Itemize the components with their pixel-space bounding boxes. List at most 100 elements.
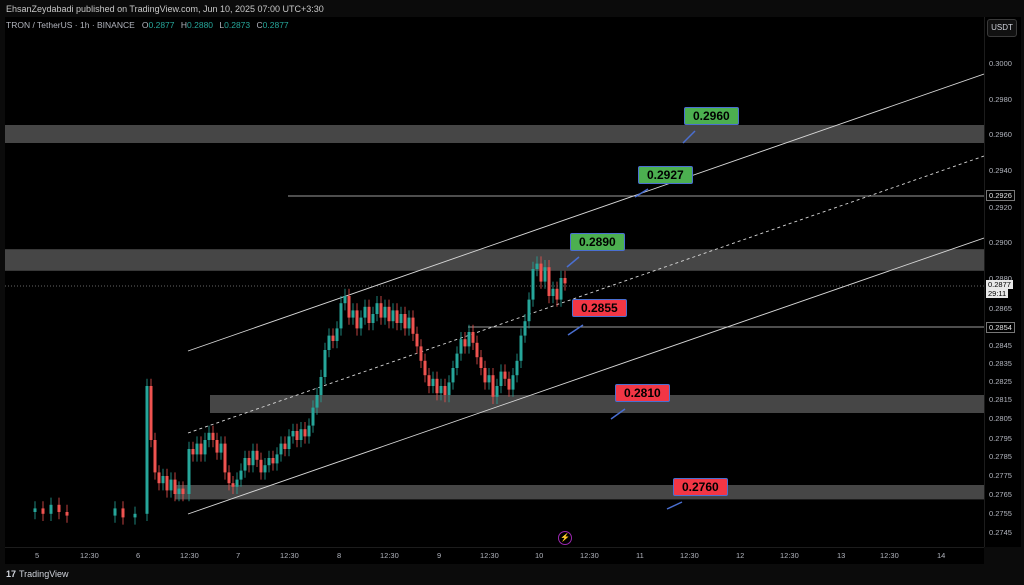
- time-axis[interactable]: [5, 547, 984, 564]
- time-tick: 12:30: [880, 551, 899, 560]
- candle-body: [479, 357, 483, 368]
- candle-body: [275, 454, 279, 464]
- callout-0.2890[interactable]: 0.2890: [570, 233, 625, 251]
- candle-body: [351, 310, 355, 318]
- candle-body: [251, 450, 255, 466]
- candle-body: [435, 378, 439, 394]
- price-tick: 0.2865: [989, 304, 1012, 313]
- candle-body: [459, 339, 463, 354]
- callout-0.2960[interactable]: 0.2960: [684, 107, 739, 125]
- candle-body: [33, 508, 37, 512]
- candle-body: [411, 317, 415, 334]
- candle-body: [191, 449, 195, 455]
- support-resistance-zone: [175, 485, 984, 500]
- candle-body: [359, 317, 363, 329]
- time-tick: 12:30: [780, 551, 799, 560]
- price-tick: 0.2960: [989, 130, 1012, 139]
- ohlc-high-value: 0.2880: [187, 20, 214, 30]
- candle-body: [145, 386, 149, 514]
- candle-body: [299, 429, 303, 440]
- candle-body: [271, 458, 275, 464]
- callout-0.2855[interactable]: 0.2855: [572, 299, 627, 317]
- candle-body: [543, 267, 547, 282]
- price-tick: 0.2755: [989, 509, 1012, 518]
- candle-body: [391, 310, 395, 322]
- candle-body: [157, 472, 161, 484]
- candle-body: [475, 342, 479, 358]
- candle-body: [431, 378, 435, 386]
- candle-body: [495, 386, 499, 397]
- candle-body: [471, 332, 475, 343]
- ohlc-low-label: L: [219, 20, 225, 30]
- tradingview-footer: 17 TradingView: [6, 569, 69, 579]
- candle-body: [219, 443, 223, 453]
- time-tick: 12:30: [580, 551, 599, 560]
- candle-body: [283, 443, 287, 449]
- candle-body: [169, 479, 173, 491]
- candle-body: [559, 278, 563, 300]
- candle-body: [207, 432, 211, 440]
- time-tick: 10: [535, 551, 544, 560]
- time-tick: 5: [35, 551, 40, 560]
- candle-body: [515, 360, 519, 376]
- candle-body: [403, 314, 407, 329]
- time-tick: 14: [937, 551, 946, 560]
- chart-pane[interactable]: [5, 17, 984, 547]
- symbol-legend[interactable]: TRON / TetherUS · 1h · BINANCE O0.2877 H…: [6, 20, 293, 30]
- candle-body: [507, 378, 511, 390]
- callout-pointer: [666, 501, 683, 510]
- candle-body: [291, 431, 295, 437]
- candle-body: [295, 431, 299, 440]
- low-level-price-tag: 0.2854: [986, 322, 1015, 333]
- candle-body: [239, 470, 243, 480]
- callout-0.2810[interactable]: 0.2810: [615, 384, 670, 402]
- candle-body: [215, 440, 219, 453]
- currency-button[interactable]: USDT: [987, 19, 1017, 37]
- support-resistance-zone: [5, 125, 984, 143]
- price-tick: 0.2795: [989, 434, 1012, 443]
- time-tick: 13: [837, 551, 846, 560]
- price-tick: 0.2745: [989, 528, 1012, 537]
- candle-body: [387, 306, 391, 322]
- candle-body: [379, 303, 383, 318]
- lightning-icon[interactable]: ⚡: [558, 531, 572, 545]
- time-tick: 11: [636, 551, 644, 560]
- ohlc-open-value: 0.2877: [148, 20, 175, 30]
- candle-body: [41, 508, 45, 514]
- callout-0.2927[interactable]: 0.2927: [638, 166, 693, 184]
- candle-body: [455, 353, 459, 368]
- callout-0.2760[interactable]: 0.2760: [673, 478, 728, 496]
- price-tick: 0.2775: [989, 471, 1012, 480]
- candle-body: [287, 436, 291, 449]
- price-chart[interactable]: [5, 17, 984, 547]
- candle-body: [327, 335, 331, 350]
- candle-body: [161, 476, 165, 484]
- time-tick: 12:30: [280, 551, 299, 560]
- time-tick: 12:30: [480, 551, 499, 560]
- candle-body: [547, 267, 551, 296]
- candle-body: [65, 512, 69, 516]
- candle-body: [555, 288, 559, 300]
- callout-pointer: [634, 188, 649, 198]
- candle-body: [121, 508, 125, 518]
- candle-body: [539, 263, 543, 282]
- candle-body: [243, 458, 247, 471]
- time-tick: 12:30: [80, 551, 99, 560]
- candle-body: [187, 449, 191, 494]
- candle-body: [371, 314, 375, 323]
- candle-body: [307, 425, 311, 437]
- candle-body: [367, 306, 371, 323]
- candle-body: [339, 303, 343, 329]
- candle-body: [427, 375, 431, 386]
- candle-body: [279, 443, 283, 455]
- candle-body: [451, 368, 455, 383]
- candle-body: [255, 450, 259, 460]
- ohlc-low-value: 0.2873: [224, 20, 251, 30]
- candle-body: [519, 335, 523, 361]
- time-tick: 12: [736, 551, 745, 560]
- candle-body: [363, 306, 367, 318]
- candle-body: [443, 386, 447, 395]
- candle-body: [311, 407, 315, 426]
- candle-body: [319, 377, 323, 395]
- candle-body: [247, 458, 251, 466]
